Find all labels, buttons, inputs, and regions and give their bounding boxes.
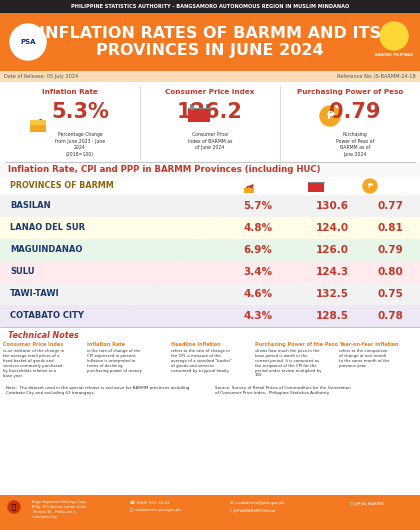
Text: Year-on-Year Inflation: Year-on-Year Inflation — [339, 342, 399, 347]
Text: 132.5: 132.5 — [315, 289, 349, 299]
Text: 124.0: 124.0 — [315, 223, 349, 233]
FancyBboxPatch shape — [0, 82, 420, 164]
Text: 0.75: 0.75 — [377, 289, 403, 299]
Text: Inflation Rate, CPI and PPP in BARMM Provinces (including HUC): Inflation Rate, CPI and PPP in BARMM Pro… — [8, 165, 320, 174]
FancyBboxPatch shape — [0, 71, 420, 82]
Text: 0.78: 0.78 — [377, 311, 403, 321]
Text: BAGONG PILIPINAS: BAGONG PILIPINAS — [375, 53, 413, 57]
Text: Consumer Price Index: Consumer Price Index — [165, 89, 255, 95]
Text: 0.79: 0.79 — [329, 102, 381, 122]
Text: 5.7%: 5.7% — [244, 201, 273, 211]
Text: ₱: ₱ — [326, 111, 334, 121]
Text: 126.2: 126.2 — [177, 102, 243, 122]
Text: TAWI-TAWI: TAWI-TAWI — [10, 289, 60, 298]
Text: 0.80: 0.80 — [377, 267, 403, 277]
Text: Consumer Price Index: Consumer Price Index — [3, 342, 63, 347]
FancyBboxPatch shape — [206, 104, 210, 110]
Text: Inflation Rate: Inflation Rate — [87, 342, 125, 347]
Circle shape — [363, 179, 377, 193]
FancyBboxPatch shape — [0, 305, 420, 327]
FancyBboxPatch shape — [0, 0, 420, 13]
Text: ✉ rssobarmm@psa.gov.ph: ✉ rssobarmm@psa.gov.ph — [230, 501, 285, 505]
Text: 🐦 @PSA_BARMM: 🐦 @PSA_BARMM — [350, 501, 384, 505]
FancyBboxPatch shape — [0, 283, 420, 305]
Text: 4.8%: 4.8% — [244, 223, 273, 233]
Circle shape — [10, 24, 46, 60]
Circle shape — [8, 501, 20, 513]
FancyBboxPatch shape — [0, 239, 420, 261]
Text: Purchasing Power of the Peso: Purchasing Power of the Peso — [255, 342, 338, 347]
Text: is an indicator of the change in
the average retail prices of a
fixed basket of : is an indicator of the change in the ave… — [3, 349, 64, 377]
Text: is the rate of change of the
CPI expressed in percent.
Inflation is interpreted : is the rate of change of the CPI express… — [87, 349, 143, 373]
FancyBboxPatch shape — [0, 261, 420, 283]
Text: Purchasing
Power of Peso of
BARMM as of
June 2024: Purchasing Power of Peso of BARMM as of … — [336, 132, 374, 157]
Text: Headline Inflation: Headline Inflation — [171, 342, 221, 347]
Text: Consumer Price
Index of BARMM as
of June 2024: Consumer Price Index of BARMM as of June… — [188, 132, 232, 150]
Text: PROVINCES IN JUNE 2024: PROVINCES IN JUNE 2024 — [96, 42, 324, 57]
FancyBboxPatch shape — [0, 13, 420, 71]
Text: 124.3: 124.3 — [315, 267, 349, 277]
Text: 3.4%: 3.4% — [244, 267, 273, 277]
Text: PHILIPPINE STATISTICS AUTHORITY - BANGSAMORO AUTONOMOUS REGION IN MUSLIM MINDANA: PHILIPPINE STATISTICS AUTHORITY - BANGSA… — [71, 4, 349, 9]
Text: 6.9%: 6.9% — [244, 245, 273, 255]
Text: Inflation Rate: Inflation Rate — [42, 89, 98, 95]
Text: 4.6%: 4.6% — [244, 289, 273, 299]
Text: PROVINCES OF BARMM: PROVINCES OF BARMM — [10, 181, 114, 190]
Text: f @PSABARMMOfficial: f @PSABARMMOfficial — [230, 508, 275, 512]
Text: 0.77: 0.77 — [377, 201, 403, 211]
FancyBboxPatch shape — [188, 108, 210, 122]
Text: Date of Release: 05 July 2024: Date of Release: 05 July 2024 — [4, 74, 78, 79]
Text: BASILAN: BASILAN — [10, 201, 51, 210]
Text: 5.3%: 5.3% — [51, 102, 109, 122]
Text: Purchasing Power of Peso: Purchasing Power of Peso — [297, 89, 403, 95]
FancyBboxPatch shape — [190, 104, 194, 110]
Circle shape — [320, 106, 340, 126]
Text: 🌐 rssobarmm.psa.gov.ph: 🌐 rssobarmm.psa.gov.ph — [130, 508, 181, 512]
Text: refers to the rate of change in
the CPI, a measure of the
average of a standard : refers to the rate of change in the CPI,… — [171, 349, 232, 373]
FancyBboxPatch shape — [0, 495, 420, 530]
Text: 128.5: 128.5 — [315, 311, 349, 321]
Text: PSA: PSA — [20, 39, 36, 45]
Text: Source: Survey of Retail Prices of Commodities for the Generation
of Consumer Pr: Source: Survey of Retail Prices of Commo… — [215, 386, 351, 395]
FancyBboxPatch shape — [244, 188, 254, 193]
FancyBboxPatch shape — [0, 330, 420, 425]
FancyBboxPatch shape — [0, 163, 420, 177]
Text: Note:  The dataset used in the special release is exclusive for BARMM provinces : Note: The dataset used in the special re… — [6, 386, 189, 395]
Text: 0.79: 0.79 — [377, 245, 403, 255]
Text: 0.81: 0.81 — [377, 223, 403, 233]
Text: 126.0: 126.0 — [315, 245, 349, 255]
FancyBboxPatch shape — [0, 177, 420, 195]
FancyBboxPatch shape — [30, 124, 46, 132]
Text: refers to the comparison
of change of one month
to the same month of the
previou: refers to the comparison of change of on… — [339, 349, 389, 368]
Text: MAGUINDANAO: MAGUINDANAO — [10, 245, 82, 254]
Text: 130.6: 130.6 — [315, 201, 349, 211]
Text: 4.3%: 4.3% — [244, 311, 273, 321]
Text: Bago Supreme Holdings Corp.
Bldg. M.S Arenas corner Gella
Thereza St., Poblacion: Bago Supreme Holdings Corp. Bldg. M.S Ar… — [32, 500, 87, 519]
Text: ₱: ₱ — [368, 183, 373, 189]
FancyBboxPatch shape — [0, 217, 420, 239]
Text: COTABATO CITY: COTABATO CITY — [10, 312, 84, 321]
Text: Percentage Change
from June 2023 - June
2024
(2018=100): Percentage Change from June 2023 - June … — [55, 132, 105, 157]
Text: ☎ (064) 557-10-41: ☎ (064) 557-10-41 — [130, 501, 170, 505]
FancyBboxPatch shape — [30, 120, 46, 125]
Text: shows how much the peso in the
base period is worth in the
current period. It is: shows how much the peso in the base peri… — [255, 349, 321, 377]
Circle shape — [380, 22, 408, 50]
Text: INFLATION RATES OF BARMM AND ITS: INFLATION RATES OF BARMM AND ITS — [39, 25, 381, 40]
Text: Reference No: IS-BARMM-24-18: Reference No: IS-BARMM-24-18 — [337, 74, 416, 79]
FancyBboxPatch shape — [370, 16, 418, 68]
Text: LANAO DEL SUR: LANAO DEL SUR — [10, 224, 85, 233]
FancyBboxPatch shape — [0, 163, 420, 333]
Text: 📍: 📍 — [12, 504, 16, 510]
Text: SULU: SULU — [10, 268, 34, 277]
FancyBboxPatch shape — [0, 195, 420, 217]
FancyBboxPatch shape — [308, 182, 324, 192]
Text: Technical Notes: Technical Notes — [8, 331, 79, 340]
